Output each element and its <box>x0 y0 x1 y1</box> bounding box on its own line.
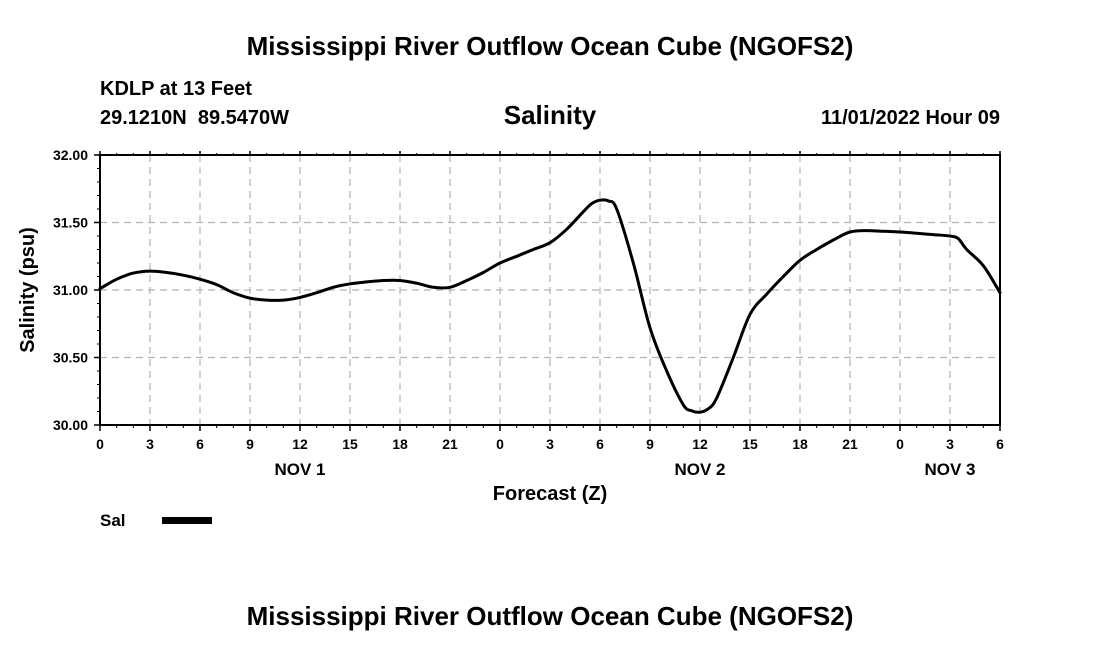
footer-title: Mississippi River Outflow Ocean Cube (NG… <box>247 601 854 631</box>
chart-subtitle: Salinity <box>504 100 597 130</box>
x-tick-label: 6 <box>196 436 204 452</box>
chart-title: Mississippi River Outflow Ocean Cube (NG… <box>247 31 854 61</box>
y-tick-label: 30.50 <box>53 350 88 366</box>
y-axis-label: Salinity (psu) <box>17 227 39 353</box>
x-tick-label: 12 <box>292 436 308 452</box>
x-tick-label: 6 <box>996 436 1004 452</box>
x-tick-label: 9 <box>246 436 254 452</box>
y-tick-label: 32.00 <box>53 147 88 163</box>
y-tick-labels: 30.00 30.50 31.00 31.50 32.00 <box>53 147 88 433</box>
x-tick-label: 0 <box>96 436 104 452</box>
date-labels: NOV 1 NOV 2 NOV 3 <box>274 460 975 479</box>
x-tick-label: 21 <box>842 436 858 452</box>
y-tick-label: 31.00 <box>53 282 88 298</box>
x-tick-label: 6 <box>596 436 604 452</box>
y-tick-label: 31.50 <box>53 215 88 231</box>
date-label: NOV 2 <box>674 460 725 479</box>
x-tick-label: 3 <box>146 436 154 452</box>
x-tick-label: 12 <box>692 436 708 452</box>
date-label: NOV 3 <box>924 460 975 479</box>
date-label: NOV 1 <box>274 460 325 479</box>
legend-label-sal: Sal <box>100 511 126 530</box>
x-tick-label: 0 <box>896 436 904 452</box>
grid-layer <box>100 155 1000 425</box>
x-tick-label: 9 <box>646 436 654 452</box>
x-tick-label: 15 <box>342 436 358 452</box>
legend-swatch-sal <box>162 517 212 524</box>
x-tick-label: 3 <box>546 436 554 452</box>
coordinates-label: 29.1210N 89.5470W <box>100 107 289 129</box>
legend: Sal <box>100 511 212 530</box>
timestamp-label: 11/01/2022 Hour 09 <box>821 107 1000 129</box>
x-tick-label: 18 <box>392 436 408 452</box>
y-tick-label: 30.00 <box>53 417 88 433</box>
x-tick-label: 3 <box>946 436 954 452</box>
x-tick-labels: 0 3 6 9 12 15 18 21 0 3 6 9 12 15 18 21 0 3 6 <box>96 436 1004 452</box>
x-tick-label: 0 <box>496 436 504 452</box>
x-tick-label: 21 <box>442 436 458 452</box>
x-tick-label: 18 <box>792 436 808 452</box>
series-line-sal <box>98 198 1002 414</box>
x-axis-label: Forecast (Z) <box>493 483 607 505</box>
station-label: KDLP at 13 Feet <box>100 78 252 100</box>
x-tick-label: 15 <box>742 436 758 452</box>
